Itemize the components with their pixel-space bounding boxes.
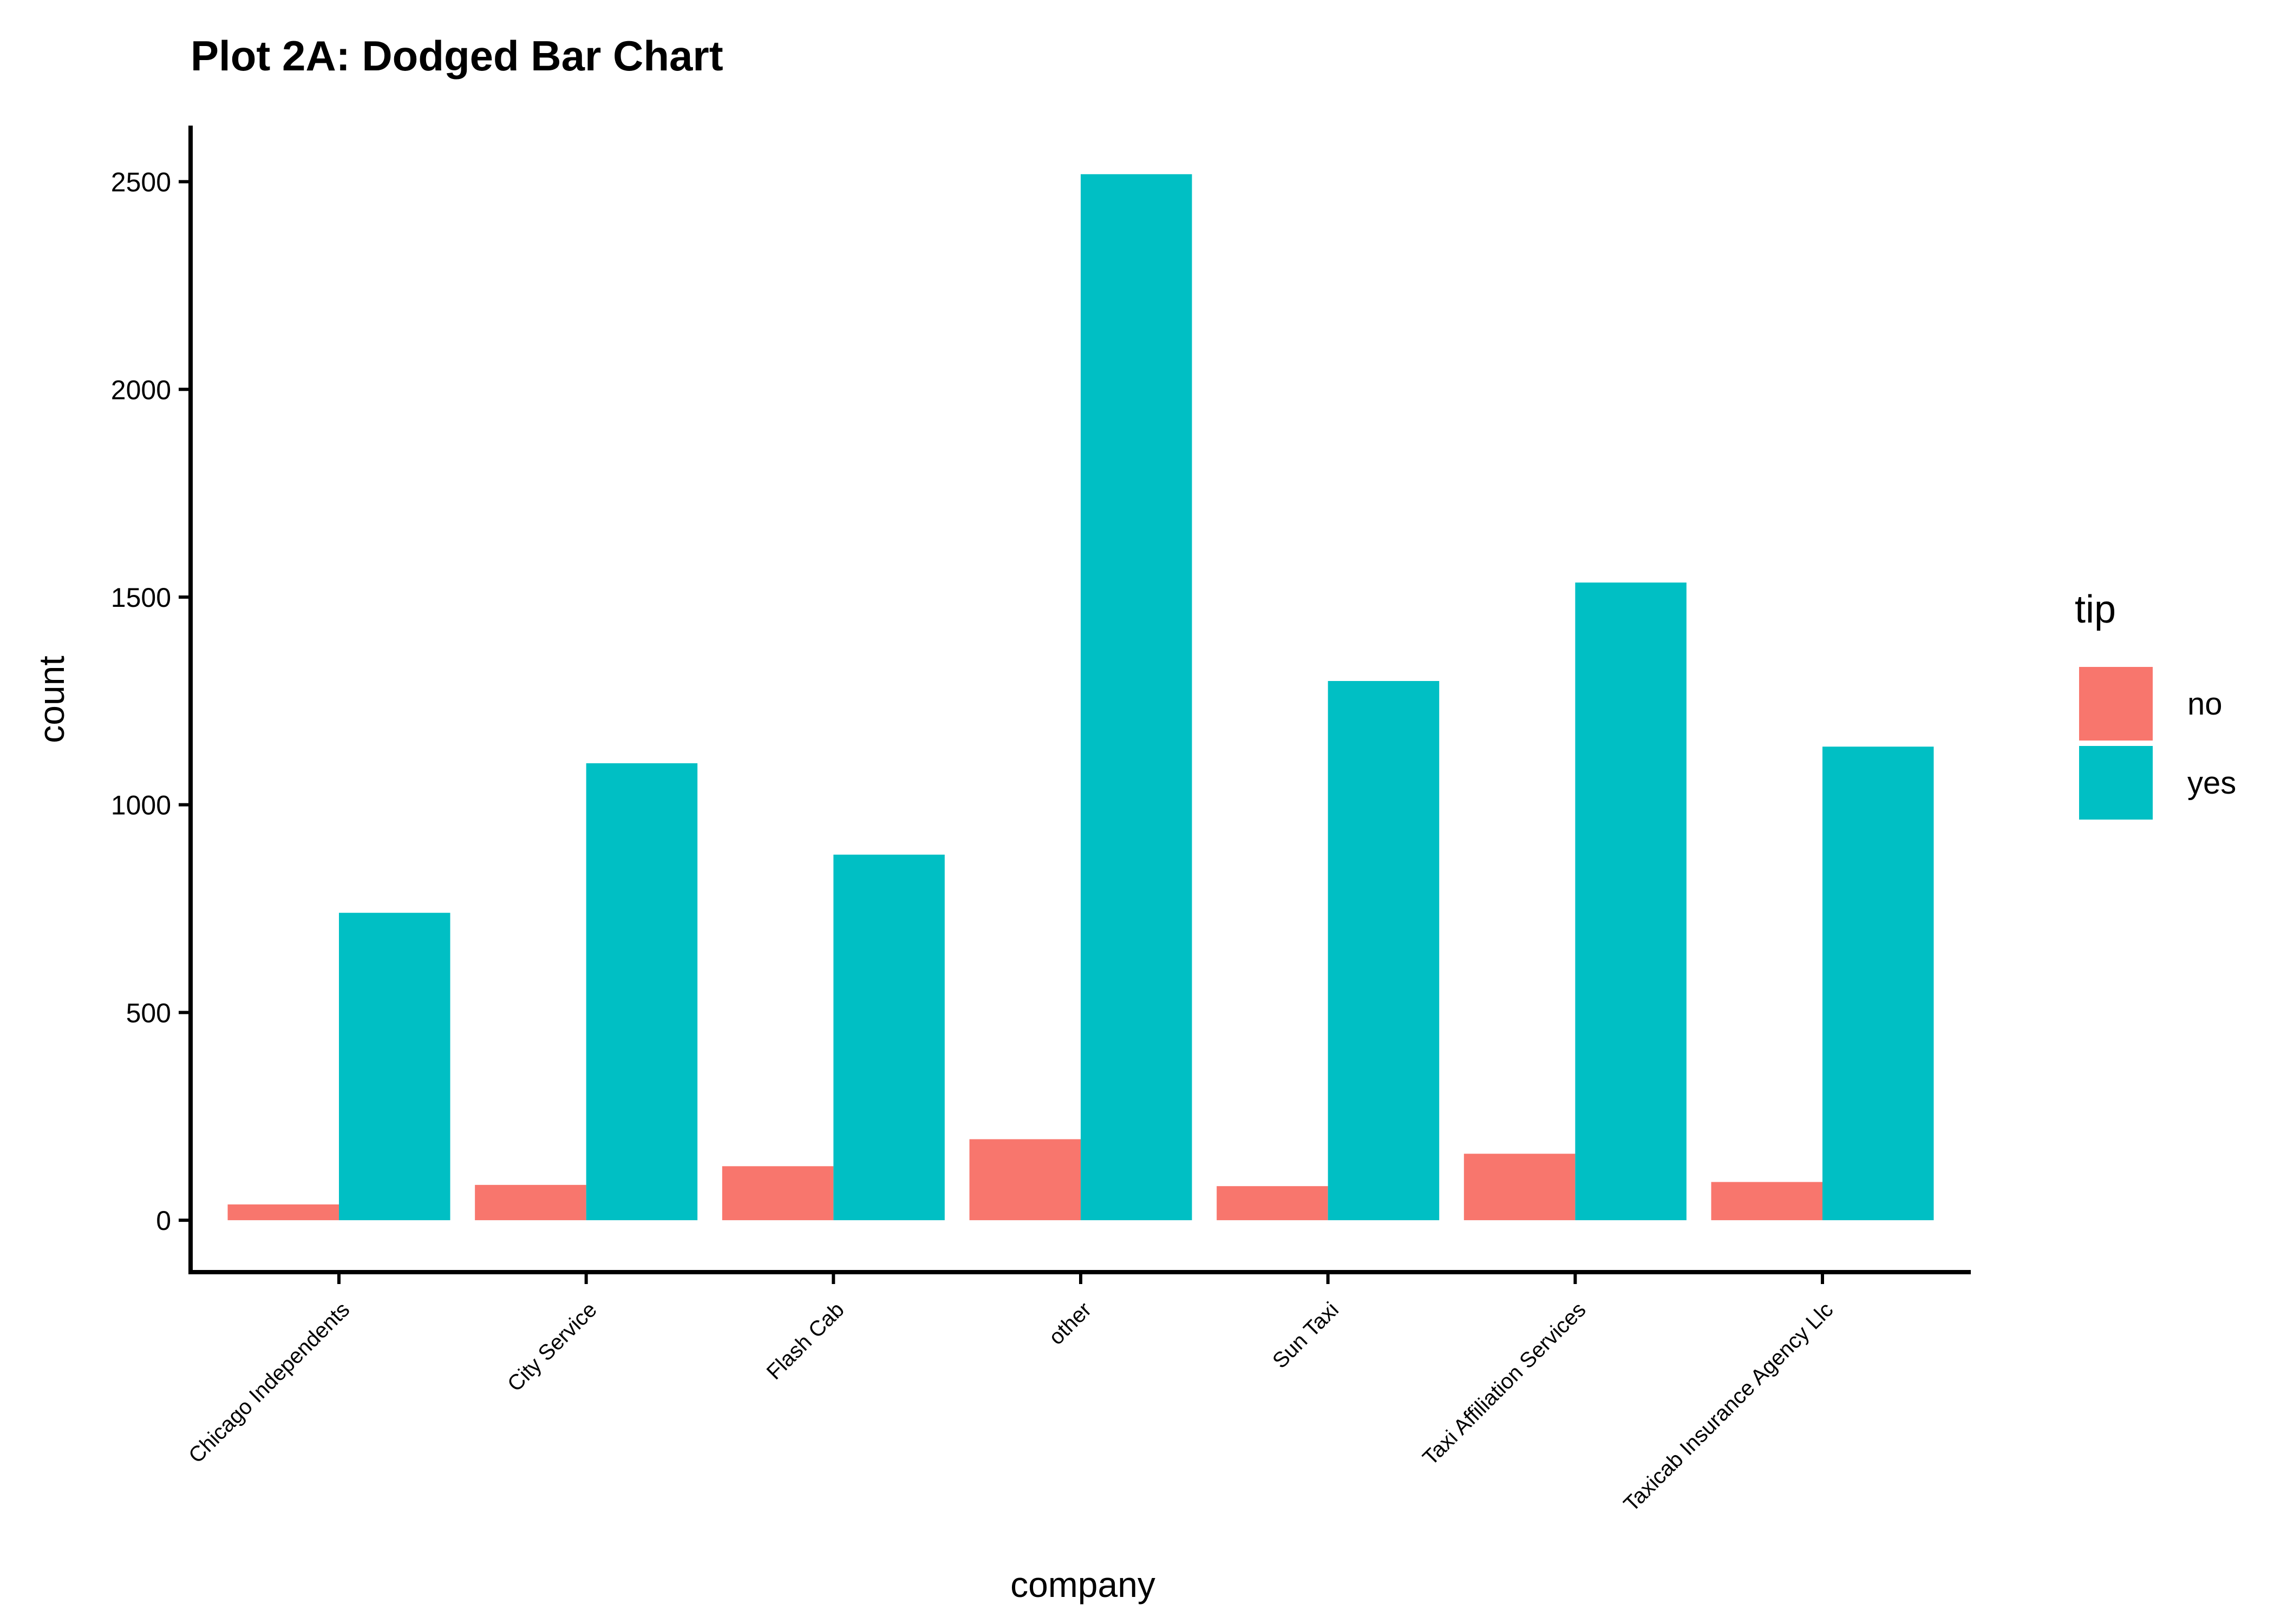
bar-no [1463, 1154, 1576, 1221]
x-tick-label: Taxi Affiliation Services [1418, 1298, 1590, 1470]
y-tick-label: 500 [126, 998, 171, 1028]
bar-no [969, 1139, 1081, 1221]
y-tick-label: 0 [156, 1206, 171, 1236]
legend: tip no yes [2075, 588, 2236, 820]
x-tick-label: City Service [503, 1298, 602, 1396]
legend-items: no yes [2079, 667, 2236, 820]
bar-yes [833, 854, 945, 1221]
bar-no [1217, 1186, 1328, 1221]
bar-no [227, 1204, 339, 1221]
x-tick-label: Flash Cab [762, 1298, 849, 1384]
bar-no [722, 1166, 834, 1221]
legend-title: tip [2075, 588, 2116, 631]
legend-swatch-yes [2079, 746, 2153, 820]
y-tick-label: 1500 [111, 582, 171, 613]
bar-yes [1822, 746, 1934, 1221]
x-tick-label: Taxicab Insurance Agency Llc [1619, 1298, 1838, 1516]
x-axis-ticks: Chicago Independents City Service Flash Ca… [184, 1272, 1838, 1516]
bar-yes [339, 913, 450, 1221]
x-tick-label: Sun Taxi [1268, 1298, 1343, 1373]
y-axis-title: count [31, 656, 71, 743]
bar-no [475, 1184, 586, 1221]
bar-yes [1081, 174, 1192, 1221]
x-tick-label: Chicago Independents [184, 1298, 354, 1468]
bar-no [1711, 1182, 1822, 1221]
y-tick-label: 1000 [111, 790, 171, 821]
y-tick-label: 2500 [111, 167, 171, 198]
legend-label-no: no [2187, 686, 2223, 722]
y-axis-ticks: 0 500 1000 1500 2000 2500 [111, 167, 191, 1236]
bar-yes [1575, 582, 1687, 1221]
y-tick-label: 2000 [111, 375, 171, 405]
chart-title: Plot 2A: Dodged Bar Chart [191, 32, 723, 80]
bar-yes [586, 763, 698, 1221]
legend-swatch-no [2079, 667, 2153, 741]
x-axis-title: company [1010, 1564, 1155, 1605]
legend-label-yes: yes [2187, 765, 2236, 801]
bars-group [227, 174, 1934, 1221]
x-tick-label: other [1044, 1298, 1096, 1350]
bar-yes [1328, 681, 1440, 1221]
